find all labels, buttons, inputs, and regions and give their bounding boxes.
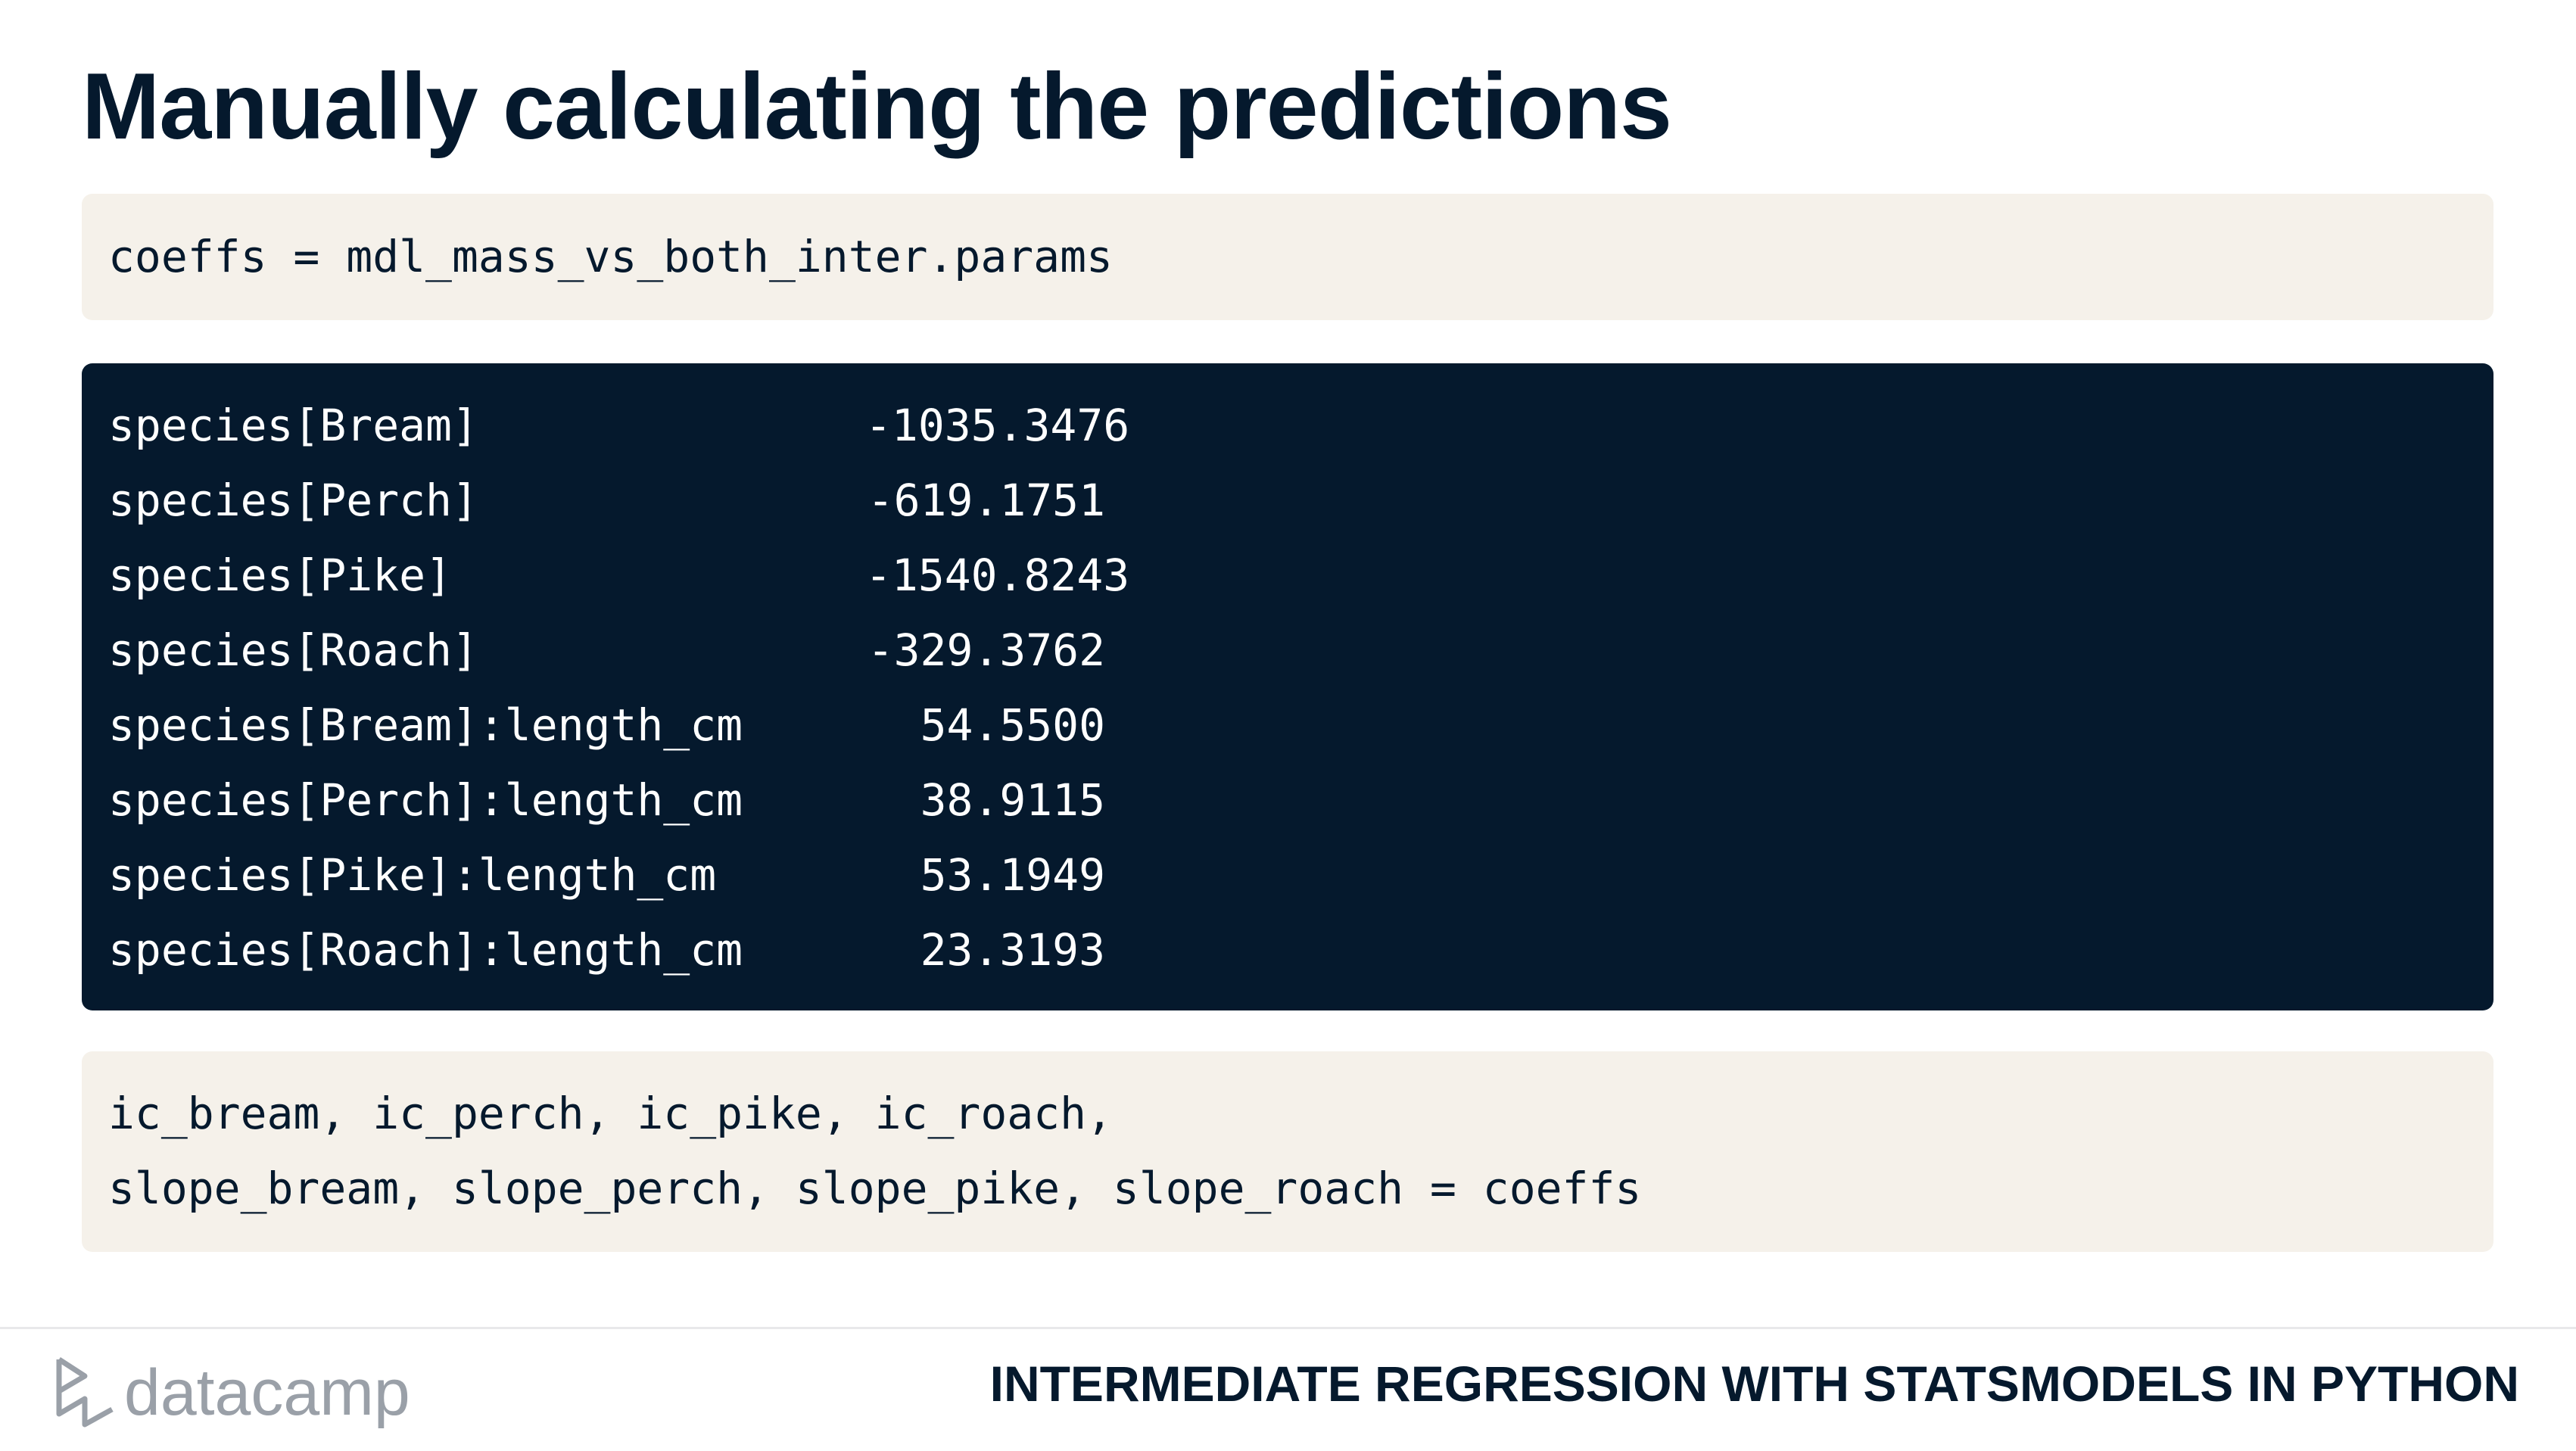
code-input: coeffs = mdl_mass_vs_both_inter.params <box>82 194 2493 320</box>
code-line: slope_bream, slope_perch, slope_pike, sl… <box>108 1163 1642 1214</box>
code-output: species[Bream] -1035.3476 species[Perch] -6… <box>82 363 2493 1010</box>
param-value: -329.3762 <box>867 624 1105 676</box>
param-value: 53.1949 <box>920 849 1105 901</box>
param-name: species[Roach]:length_cm <box>108 924 743 976</box>
output-row: species[Perch]:length_cm 38.9115 <box>108 763 2493 838</box>
output-row: species[Pike] -1540.8243 <box>108 538 2493 613</box>
param-name: species[Pike] <box>108 550 452 601</box>
logo-icon <box>56 1357 114 1428</box>
param-name: species[Bream] <box>108 400 478 451</box>
code-unpack: ic_bream, ic_perch, ic_pike, ic_roach,sl… <box>82 1051 2493 1252</box>
param-value: -1540.8243 <box>865 550 1130 601</box>
param-value: 54.5500 <box>920 699 1105 751</box>
brand-name: datacamp <box>124 1356 410 1429</box>
param-value: 23.3193 <box>920 924 1105 976</box>
brand-logo: datacamp <box>55 1351 410 1434</box>
output-row: species[Roach]:length_cm 23.3193 <box>108 913 2493 988</box>
footer-rule <box>0 1327 2576 1329</box>
course-title: INTERMEDIATE REGRESSION WITH STATSMODELS… <box>989 1356 2519 1412</box>
param-name: species[Roach] <box>108 624 478 676</box>
param-name: species[Bream]:length_cm <box>108 699 743 751</box>
code-line: coeffs = mdl_mass_vs_both_inter.params <box>108 231 1113 282</box>
output-row: species[Perch] -619.1751 <box>108 463 2493 538</box>
code-line: ic_bream, ic_perch, ic_pike, ic_roach, <box>108 1088 1113 1139</box>
output-row: species[Pike]:length_cm 53.1949 <box>108 838 2493 913</box>
output-row: species[Bream]:length_cm 54.5500 <box>108 688 2493 763</box>
param-name: species[Perch] <box>108 475 478 526</box>
output-row: species[Roach] -329.3762 <box>108 613 2493 688</box>
slide-title: Manually calculating the predictions <box>82 54 1672 159</box>
param-name: species[Perch]:length_cm <box>108 774 743 826</box>
param-value: -1035.3476 <box>865 400 1130 451</box>
param-value: 38.9115 <box>920 774 1105 826</box>
param-name: species[Pike]:length_cm <box>108 849 717 901</box>
param-value: -619.1751 <box>867 475 1105 526</box>
output-row: species[Bream] -1035.3476 <box>108 388 2493 463</box>
